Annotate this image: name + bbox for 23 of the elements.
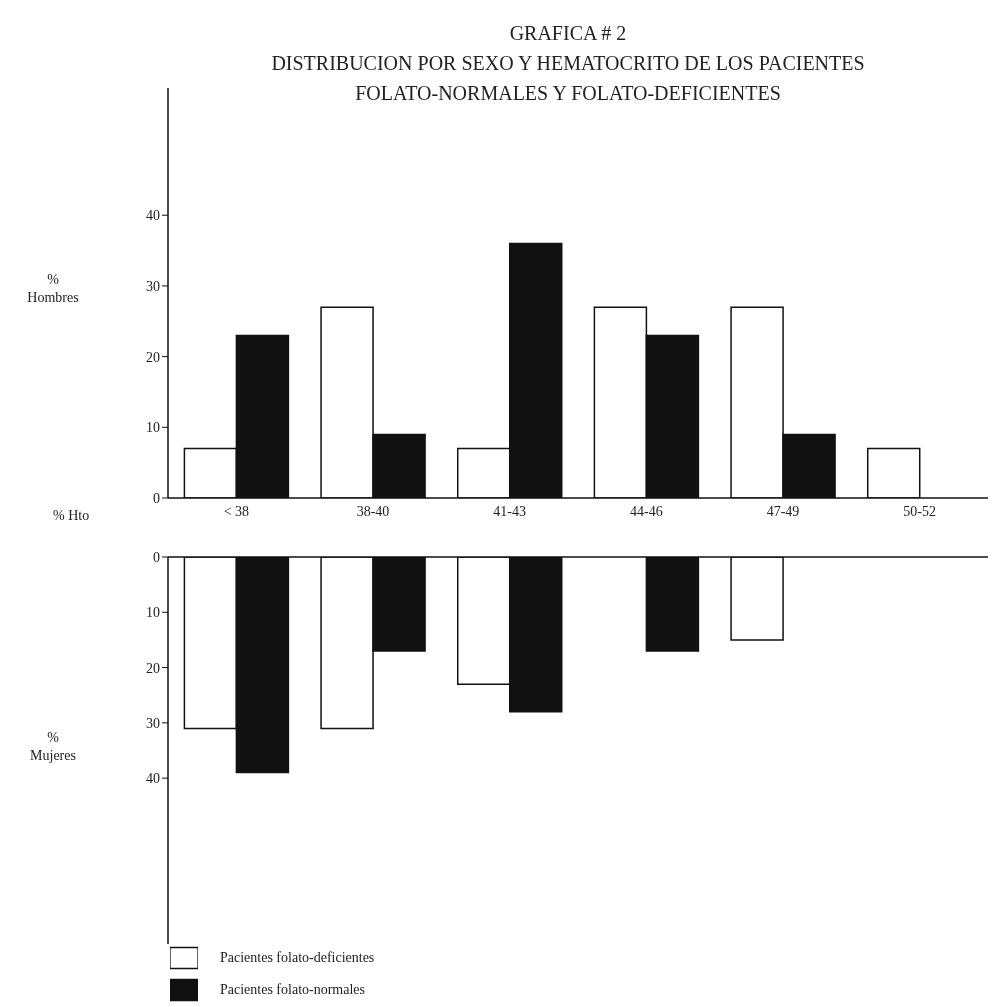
y-tick-label: 40 [146, 208, 160, 224]
y-tick-label: 0 [153, 549, 160, 565]
y-tick-label: 40 [146, 771, 160, 787]
y-tick-label: 0 [153, 490, 160, 506]
chart-subtitle: DISTRIBUCION POR SEXO Y HEMATOCRITO DE LOS PACIENTES FOLATO-NORMALES Y FOLATO-DEFICIENTES [270, 51, 866, 106]
x-tick-label: < 38 [223, 503, 250, 519]
chart-title: GRAFICA # 2 [508, 21, 628, 46]
x-tick-label: 50-52 [903, 503, 936, 519]
legend-label: Pacientes folato-deficientes [220, 949, 375, 965]
x-tick-label: 47-49 [766, 503, 800, 519]
y-tick-label: 20 [146, 660, 160, 676]
x-tick-label: 38-40 [356, 503, 390, 519]
y-axis-title: % Mujeres [30, 729, 76, 763]
y-tick-label: 30 [146, 715, 160, 731]
x-tick-label: 41-43 [493, 503, 526, 519]
y-tick-label: 10 [146, 420, 160, 436]
x-axis-title: % Hto [53, 508, 90, 523]
y-tick-label: 30 [146, 278, 160, 294]
y-tick-label: 20 [146, 349, 160, 365]
y-tick-label: 10 [146, 605, 160, 621]
x-tick-label: 44-46 [630, 503, 663, 519]
legend-label: Pacientes folato-normales [220, 981, 366, 997]
y-axis-title: % Hombres [27, 272, 79, 305]
